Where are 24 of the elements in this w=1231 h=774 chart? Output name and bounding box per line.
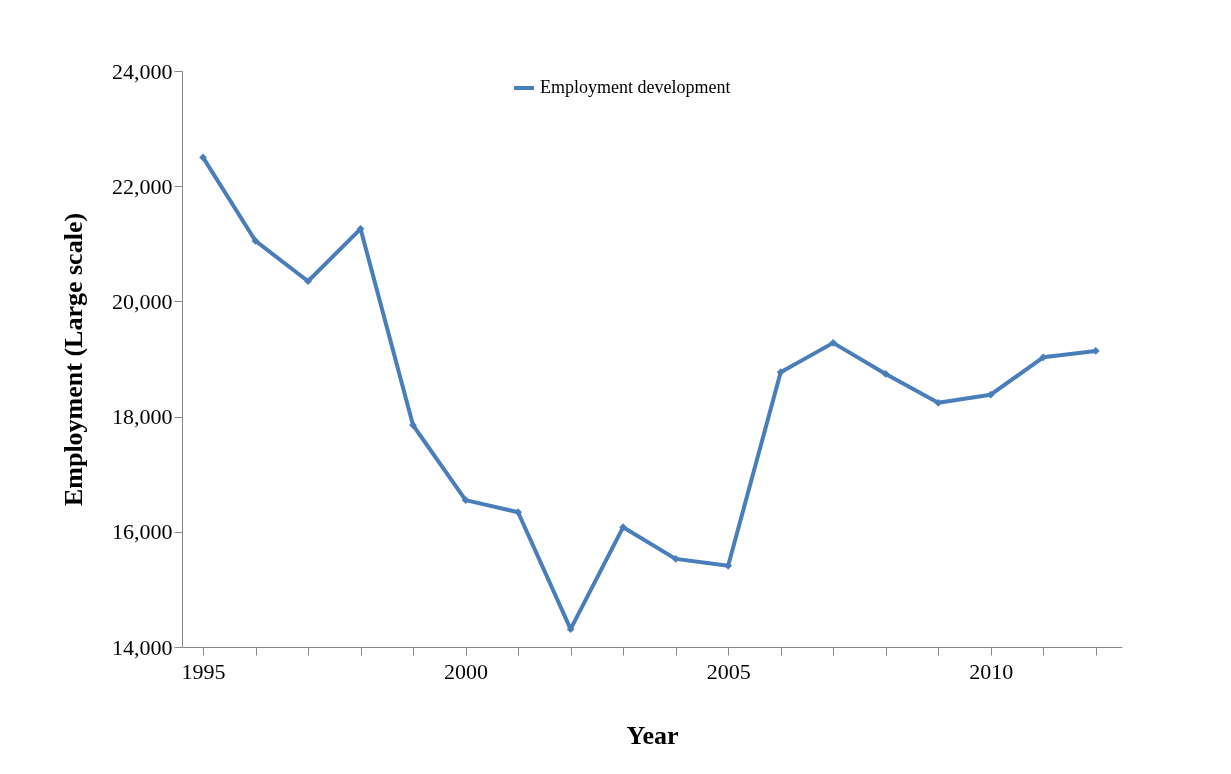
- y-tick-label: 14,000: [112, 634, 173, 660]
- y-tick-label: 24,000: [112, 58, 173, 84]
- y-tick-label: 18,000: [112, 404, 173, 430]
- y-tick-label: 20,000: [112, 288, 173, 314]
- point: [251, 237, 260, 245]
- y-axis-title: Employment (Large scale): [59, 212, 88, 507]
- point: [881, 370, 890, 378]
- x-tick-label: 1995: [181, 658, 226, 684]
- legend-label: Employment development: [540, 77, 731, 97]
- point: [514, 508, 522, 517]
- point: [461, 496, 470, 504]
- point: [619, 523, 627, 532]
- point: [409, 421, 417, 430]
- point: [776, 368, 785, 377]
- x-axis-title: Year: [626, 720, 679, 750]
- y-tick-label: 22,000: [112, 173, 173, 199]
- x-tick-label: 2005: [706, 658, 751, 684]
- x-tick-label: 2000: [444, 658, 489, 684]
- y-tick-label: 16,000: [112, 519, 173, 545]
- point: [829, 339, 838, 347]
- point: [671, 555, 680, 563]
- point: [199, 153, 207, 162]
- point: [304, 277, 312, 286]
- x-tick-label: 2010: [969, 658, 1014, 684]
